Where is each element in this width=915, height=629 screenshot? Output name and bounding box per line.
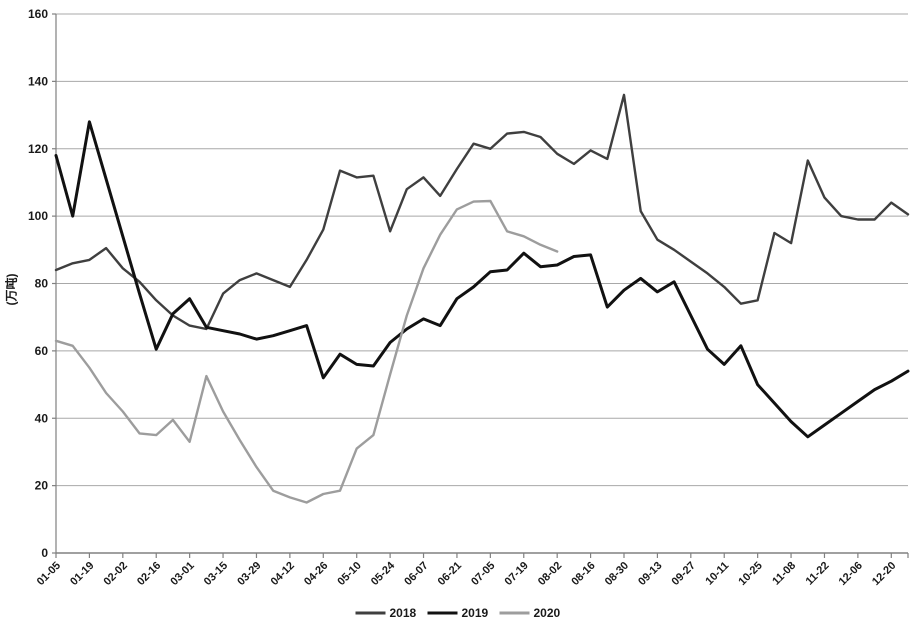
y-tick-label: 0 xyxy=(41,546,48,560)
y-tick-label: 100 xyxy=(28,209,48,223)
x-tick-label: 08-30 xyxy=(603,560,631,588)
y-tick-label: 160 xyxy=(28,7,48,21)
legend-label-2020: 2020 xyxy=(534,606,561,620)
x-tick-label: 05-24 xyxy=(369,559,398,588)
x-tick-label: 03-01 xyxy=(168,560,196,588)
x-tick-label: 01-19 xyxy=(68,560,96,588)
x-tick-label: 08-16 xyxy=(569,560,597,588)
x-tick-label: 04-26 xyxy=(302,560,330,588)
y-axis-title: (万吨) xyxy=(4,273,19,306)
y-tick-label: 60 xyxy=(35,344,49,358)
x-tick-label: 01-05 xyxy=(35,560,63,588)
x-tick-label: 12-20 xyxy=(870,560,898,588)
x-tick-label: 09-27 xyxy=(670,560,698,588)
x-tick-label: 10-11 xyxy=(703,560,731,588)
x-tick-label: 06-21 xyxy=(436,560,464,588)
x-tick-label: 10-25 xyxy=(736,560,764,588)
x-tick-label: 12-06 xyxy=(837,560,865,588)
x-tick-label: 11-22 xyxy=(804,560,832,588)
y-tick-label: 40 xyxy=(35,411,49,425)
legend-label-2019: 2019 xyxy=(462,606,489,620)
x-tick-label: 04-12 xyxy=(269,560,297,588)
y-tick-label: 80 xyxy=(35,277,49,291)
series-2018-line xyxy=(54,93,910,331)
x-tick-label: 02-16 xyxy=(135,560,163,588)
x-tick-label: 05-10 xyxy=(335,560,363,588)
y-tick-label: 120 xyxy=(28,142,48,156)
series-2020-line xyxy=(54,199,559,504)
x-tick-label: 11-08 xyxy=(770,560,798,588)
x-tick-label: 09-13 xyxy=(636,560,664,588)
y-tick-label: 20 xyxy=(35,479,49,493)
x-tick-label: 03-29 xyxy=(235,560,263,588)
x-tick-label: 02-02 xyxy=(102,560,130,588)
x-tick-label: 08-02 xyxy=(536,560,564,588)
y-tick-label: 140 xyxy=(28,74,48,88)
x-tick-label: 07-05 xyxy=(469,560,497,588)
x-tick-label: 07-19 xyxy=(503,560,531,588)
x-tick-label: 03-15 xyxy=(202,560,230,588)
series-2019-line xyxy=(54,120,910,439)
legend-label-2018: 2018 xyxy=(390,606,417,620)
x-tick-label: 06-07 xyxy=(402,560,430,588)
